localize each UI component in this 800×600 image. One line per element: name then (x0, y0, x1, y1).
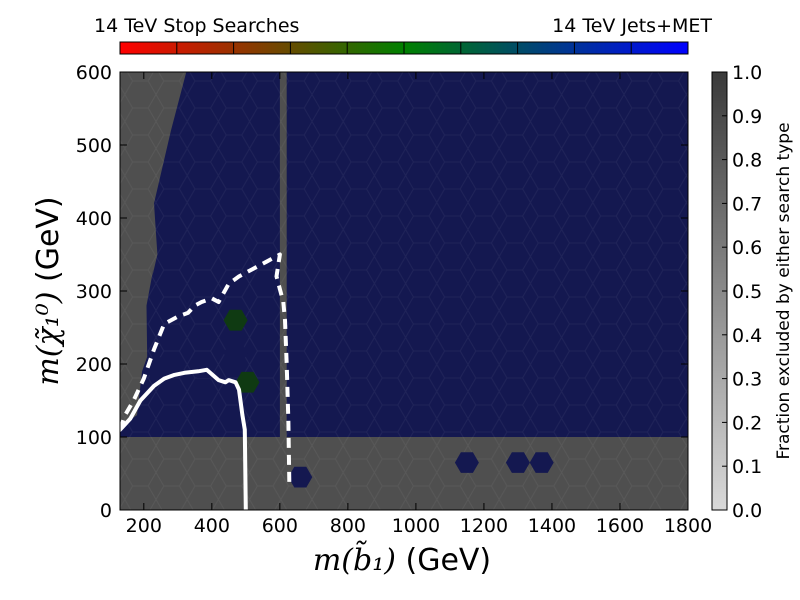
right-colorbar-label: Fraction excluded by either search type (774, 122, 794, 459)
x-axis-label: m(b̃₁) (GeV) (313, 540, 491, 578)
colorbar-tick-label: 0.3 (732, 369, 762, 391)
colorbar-tick-label: 0.5 (732, 281, 762, 303)
plot-area (120, 72, 688, 510)
top-colorbar-left-label: 14 TeV Stop Searches (94, 15, 300, 37)
x-tick-label: 600 (262, 515, 298, 537)
hex-bin (454, 452, 479, 473)
y-tick-label: 500 (76, 135, 112, 157)
y-tick-label: 100 (76, 427, 112, 449)
x-tick-label: 200 (126, 515, 162, 537)
hex-bin (288, 466, 313, 488)
dashed-contour (120, 252, 292, 489)
top-colorbar-right-label: 14 TeV Jets+MET (552, 15, 712, 37)
hex-texture (120, 72, 688, 510)
hex-bin (235, 371, 260, 393)
y-tick-label: 300 (76, 281, 112, 303)
y-axis-label: m(χ̃₁⁰) (GeV) (31, 196, 66, 385)
y-tick-label: 200 (76, 354, 112, 376)
colorbar-tick-label: 0.4 (732, 325, 762, 347)
colorbar-tick-label: 0.7 (732, 193, 762, 215)
colorbar-tick-label: 0.6 (732, 237, 762, 259)
x-tick-label: 1800 (664, 515, 712, 537)
y-tick-label: 600 (76, 62, 112, 84)
colorbar-tick-label: 0.0 (732, 500, 762, 522)
colorbar-tick-label: 0.2 (732, 412, 762, 434)
colorbar-tick-label: 0.1 (732, 456, 762, 478)
right-colorbar-ticks: 0.0 0.1 0.2 0.3 0.4 0.5 0.6 0.7 0.8 0.9 1.0 (722, 62, 762, 522)
x-tick-label: 400 (194, 515, 230, 537)
hex-bin (223, 309, 248, 331)
y-tick-label: 0 (100, 500, 112, 522)
colorbar-tick-label: 1.0 (732, 62, 762, 84)
hex-bin (223, 342, 248, 364)
y-tick-label: 400 (76, 208, 112, 230)
hex-bin (505, 452, 530, 473)
x-tick-label: 800 (330, 515, 366, 537)
colorbar-tick-label: 0.8 (732, 150, 762, 172)
x-tick-label: 1000 (392, 515, 440, 537)
x-tick-label: 1200 (460, 515, 508, 537)
x-tick-label: 1600 (596, 515, 644, 537)
hex-bin (529, 452, 554, 473)
x-axis-ticks: 200 400 600 800 1000 1200 1400 1600 1800 (126, 72, 712, 537)
y-axis-ticks: 0 100 200 300 400 500 600 (76, 62, 688, 522)
solid-contour (120, 367, 248, 510)
colorbar-tick-label: 0.9 (732, 106, 762, 128)
top-colorbar-ticks (176, 42, 632, 54)
x-tick-label: 1400 (528, 515, 576, 537)
